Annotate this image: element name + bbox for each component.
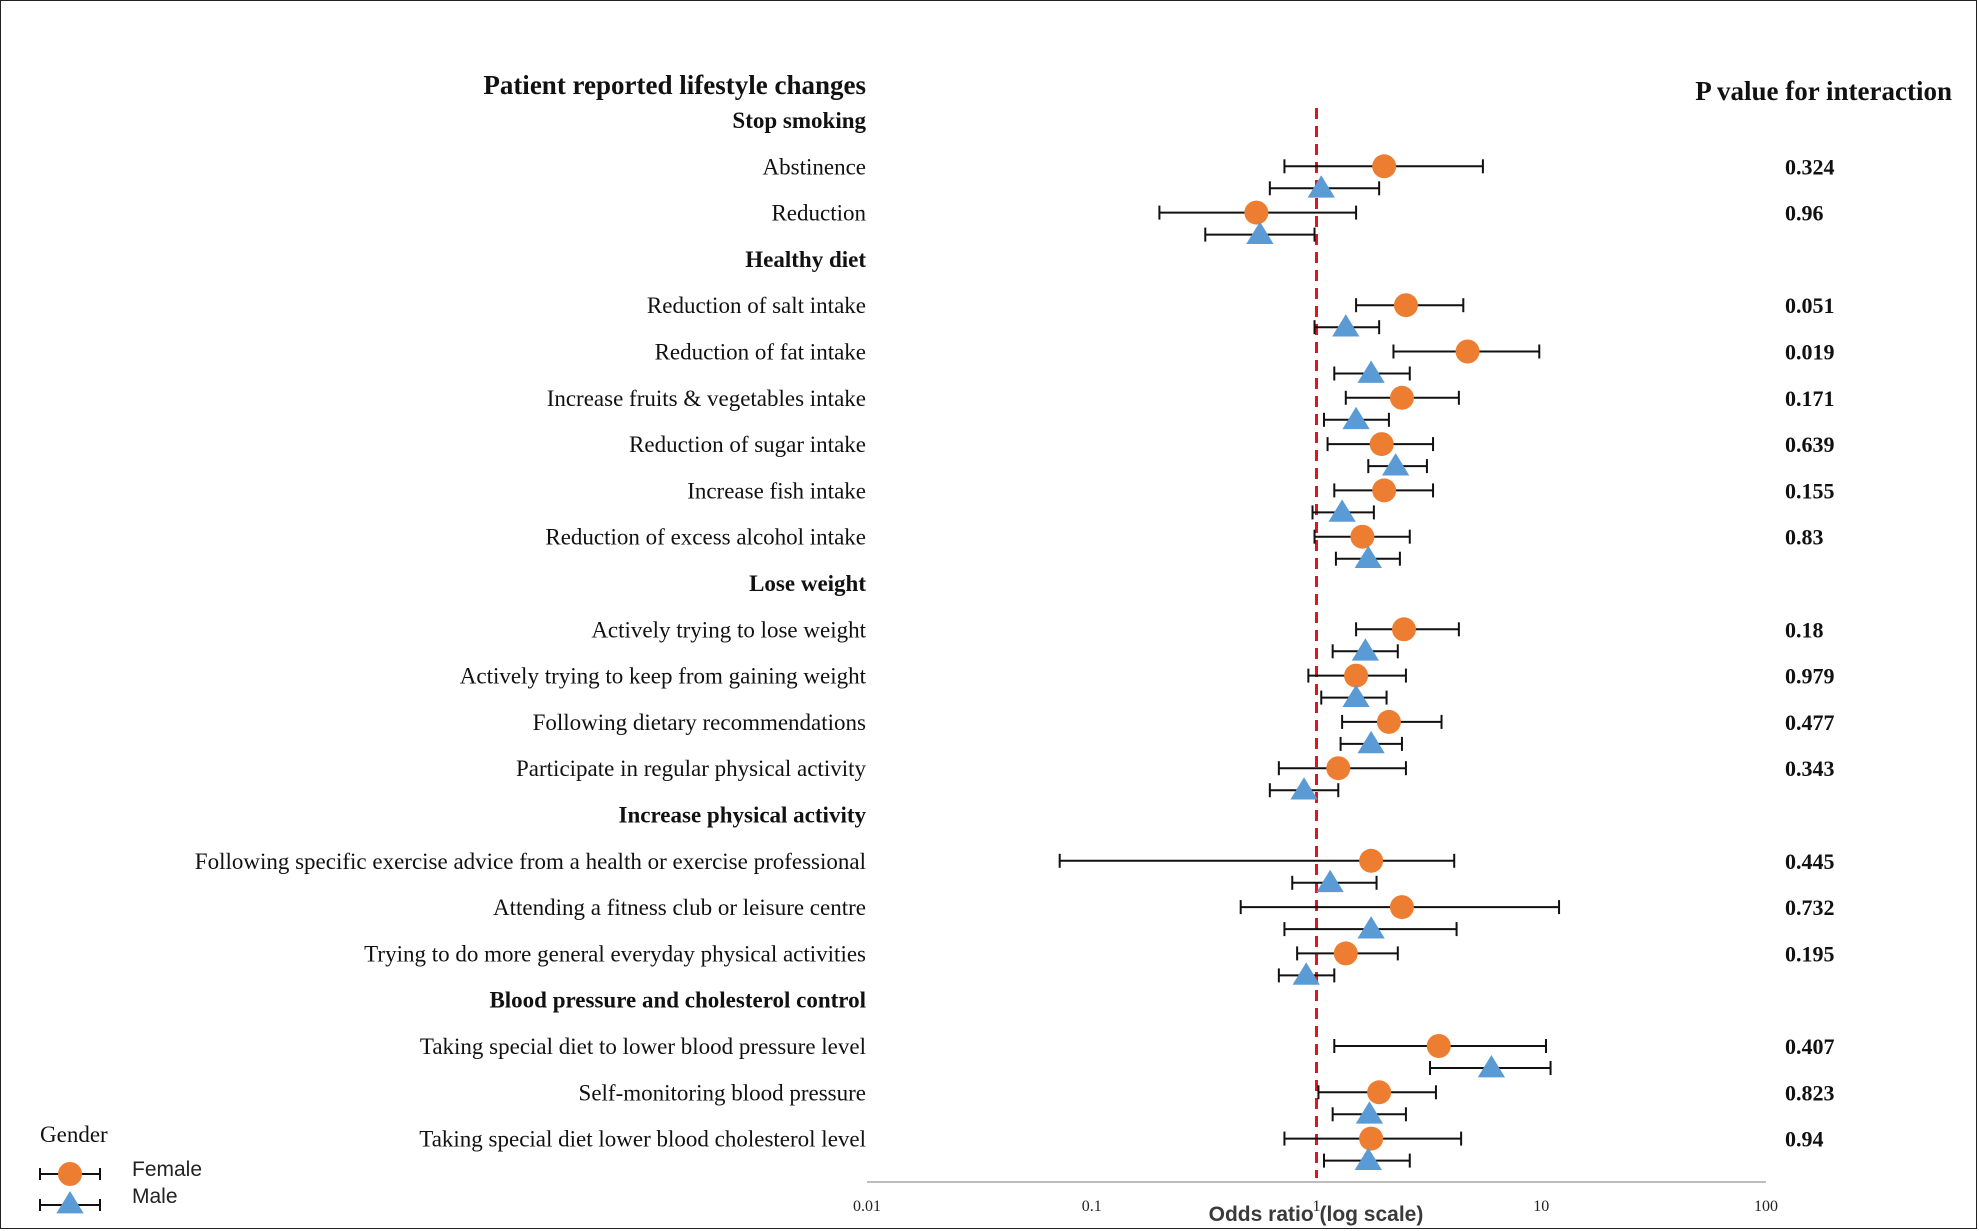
legend-female-marker <box>58 1162 82 1186</box>
row-label: Reduction of salt intake <box>647 293 866 318</box>
female-point <box>1389 895 1414 920</box>
x-tick-label: 10 <box>1533 1198 1549 1215</box>
legend-female-label: Female <box>132 1158 202 1181</box>
row-label: Actively trying to lose weight <box>591 617 866 642</box>
female-point <box>1344 663 1369 688</box>
x-tick-label: 1 <box>1313 1198 1321 1215</box>
legend: Gender Female Male <box>39 1122 202 1214</box>
male-point <box>1351 638 1380 661</box>
row-label: Actively trying to keep from gaining wei… <box>460 664 867 689</box>
p-value-column: P value for interaction 0.324 0.96 0.051 0.0… <box>1695 76 1952 1152</box>
row-labels: Patient reported lifestyle changes Stop s… <box>195 70 867 1152</box>
female-point <box>1367 1080 1392 1105</box>
female-point <box>1393 293 1418 318</box>
p-value: 0.407 <box>1785 1034 1835 1059</box>
p-value: 0.155 <box>1785 478 1835 503</box>
male-point <box>1292 962 1320 985</box>
row-label: Increase fish intake <box>687 478 866 503</box>
male-point <box>1357 360 1385 383</box>
right-header: P value for interaction <box>1695 76 1952 106</box>
male-point <box>1357 916 1385 939</box>
p-value: 0.639 <box>1785 432 1835 457</box>
male-point <box>1246 221 1274 244</box>
female-point <box>1372 154 1397 179</box>
p-value: 0.171 <box>1785 386 1835 411</box>
male-point <box>1332 314 1360 337</box>
row-label: Trying to do more general everyday physi… <box>364 941 866 966</box>
female-point <box>1376 709 1401 734</box>
female-point <box>1333 941 1358 966</box>
p-value: 0.477 <box>1785 710 1835 735</box>
male-point <box>1316 869 1344 893</box>
row-label: Increase fruits & vegetables intake <box>547 386 866 411</box>
female-point <box>1426 1034 1451 1058</box>
p-value: 0.343 <box>1785 756 1835 781</box>
female-point <box>1326 756 1351 781</box>
female-point <box>1369 432 1394 457</box>
female-point <box>1350 524 1375 549</box>
p-value: 0.94 <box>1785 1127 1824 1152</box>
section-label: Healthy diet <box>745 247 866 272</box>
female-point <box>1244 200 1269 225</box>
section-label: Blood pressure and cholesterol control <box>489 988 866 1013</box>
row-label: Abstinence <box>763 154 866 179</box>
female-ci <box>1058 853 1456 868</box>
row-label: Reduction of fat intake <box>655 340 866 365</box>
female-point <box>1389 385 1414 410</box>
female-point <box>1455 339 1480 364</box>
p-value: 0.823 <box>1785 1080 1835 1105</box>
row-label: Reduction of sugar intake <box>629 432 866 457</box>
x-axis-title: Odds ratio (log scale) <box>1209 1203 1424 1226</box>
row-label: Following specific exercise advice from … <box>195 849 866 874</box>
x-tick-label: 0.1 <box>1082 1198 1102 1215</box>
row-label: Reduction <box>771 201 866 226</box>
male-point <box>1357 730 1385 754</box>
x-tick-label: 0.01 <box>853 1198 881 1215</box>
row-label: Self-monitoring blood pressure <box>579 1080 866 1105</box>
female-point <box>1359 1126 1384 1151</box>
row-label: Taking special diet to lower blood press… <box>420 1034 866 1059</box>
male-point <box>1382 453 1410 476</box>
p-value: 0.445 <box>1785 849 1835 874</box>
p-value: 0.18 <box>1785 617 1824 642</box>
male-point <box>1354 545 1382 569</box>
plot-area <box>1058 108 1561 1178</box>
male-point <box>1328 499 1356 522</box>
p-value: 0.195 <box>1785 941 1835 966</box>
p-value: 0.019 <box>1785 340 1835 365</box>
section-label: Increase physical activity <box>619 803 867 828</box>
male-point <box>1354 1147 1382 1170</box>
row-label: Taking special diet lower blood choleste… <box>419 1127 866 1152</box>
left-header: Patient reported lifestyle changes <box>483 70 866 100</box>
row-label: Attending a fitness club or leisure cent… <box>493 895 866 920</box>
x-axis: 0.01 0.1 1 10 100 Odds ratio (log scale) <box>853 1181 1778 1226</box>
p-value: 0.324 <box>1785 154 1835 179</box>
p-value: 0.83 <box>1785 525 1824 550</box>
row-label: Following dietary recommendations <box>533 710 866 735</box>
row-label: Reduction of excess alcohol intake <box>545 525 866 550</box>
male-point <box>1290 777 1318 800</box>
p-value: 0.96 <box>1785 201 1824 226</box>
section-label: Lose weight <box>749 571 866 596</box>
p-value: 0.051 <box>1785 293 1835 318</box>
p-value: 0.979 <box>1785 664 1835 689</box>
male-point <box>1342 406 1370 430</box>
male-point <box>1342 684 1370 707</box>
legend-male-label: Male <box>132 1185 178 1208</box>
female-point <box>1391 617 1416 642</box>
male-point <box>1477 1055 1506 1078</box>
female-point <box>1372 478 1397 503</box>
legend-title: Gender <box>40 1122 108 1147</box>
legend-male-marker <box>56 1191 84 1214</box>
section-label: Stop smoking <box>732 108 866 133</box>
male-point <box>1307 175 1335 198</box>
x-tick-label: 100 <box>1754 1198 1778 1215</box>
row-label: Participate in regular physical activity <box>516 756 866 781</box>
male-point <box>1355 1101 1384 1124</box>
p-value: 0.732 <box>1785 895 1835 920</box>
female-point <box>1359 848 1384 873</box>
